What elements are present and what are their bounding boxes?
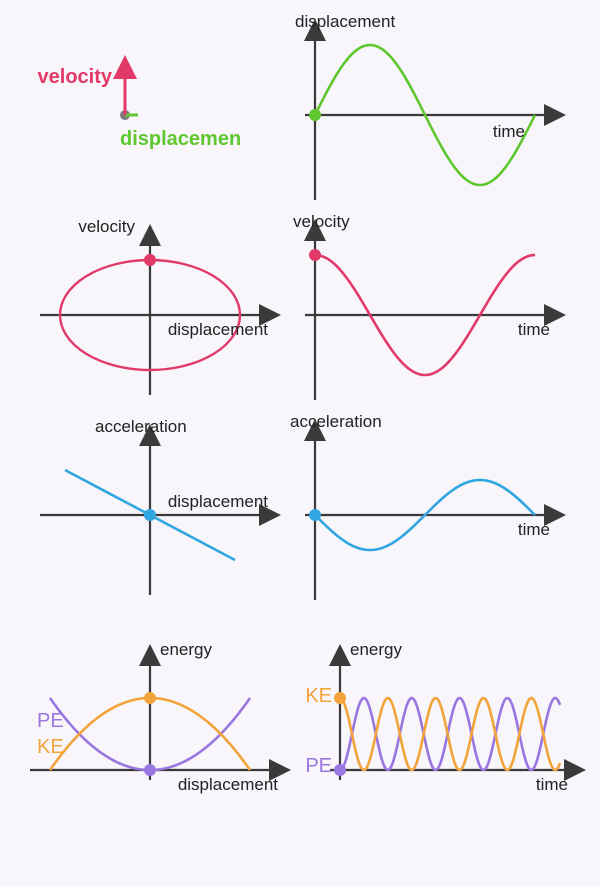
legend-displacement-label: displacement bbox=[120, 128, 240, 150]
y-axis-label: energy bbox=[160, 640, 212, 659]
acceleration-dot bbox=[144, 509, 156, 521]
chart-energy-displacement: energy displacement PE KE bbox=[10, 640, 300, 870]
ke-label: KE bbox=[305, 685, 332, 707]
pe-dot bbox=[144, 764, 156, 776]
x-axis-label: time bbox=[518, 520, 550, 539]
displacement-dot bbox=[309, 109, 321, 121]
y-axis-label: velocity bbox=[293, 215, 350, 231]
chart-velocity-time: velocity time bbox=[285, 215, 585, 415]
velocity-dot bbox=[309, 249, 321, 261]
ke-label: KE bbox=[37, 736, 64, 758]
legend-velocity-label: velocity bbox=[38, 66, 113, 88]
acceleration-dot bbox=[309, 509, 321, 521]
x-axis-label: displacement bbox=[168, 492, 268, 511]
x-axis-label: time bbox=[493, 122, 525, 141]
y-axis-label: displacement bbox=[295, 15, 395, 31]
pe-label: PE bbox=[305, 755, 332, 777]
chart-acceleration-displacement: acceleration displacement bbox=[20, 415, 290, 615]
ke-curve bbox=[340, 698, 560, 770]
ke-dot bbox=[144, 692, 156, 704]
chart-energy-time: energy time KE PE bbox=[285, 640, 595, 870]
y-axis-label: energy bbox=[350, 640, 402, 659]
pe-label: PE bbox=[37, 710, 64, 732]
x-axis-label: displacement bbox=[178, 775, 278, 794]
chart-acceleration-time: acceleration time bbox=[285, 415, 585, 615]
y-axis-label: velocity bbox=[78, 217, 135, 236]
y-axis-label: acceleration bbox=[95, 417, 187, 436]
velocity-dot bbox=[144, 254, 156, 266]
x-axis-label: time bbox=[518, 320, 550, 339]
x-axis-label: time bbox=[536, 775, 568, 794]
y-axis-label: acceleration bbox=[290, 415, 382, 431]
pe-curve bbox=[340, 698, 560, 770]
chart-displacement-time: displacement time bbox=[285, 15, 585, 215]
pe-dot bbox=[334, 764, 346, 776]
x-axis-label: displacement bbox=[168, 320, 268, 339]
ke-dot bbox=[334, 692, 346, 704]
chart-velocity-displacement: velocity displacement bbox=[20, 215, 290, 415]
legend-panel: velocity displacement bbox=[20, 35, 240, 185]
